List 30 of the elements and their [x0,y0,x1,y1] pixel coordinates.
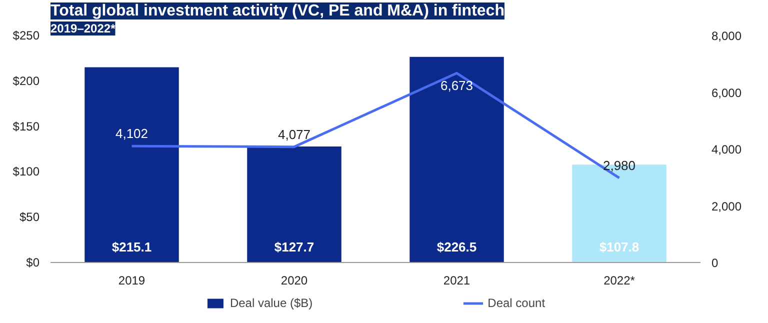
y2-tick-label: 2,000 [712,199,742,214]
data-label: $226.5 [436,240,477,254]
x-tick-label: 2020 [280,274,308,288]
chart-subtitle: 2019–2022* [50,22,116,36]
y2-tick-label: 6,000 [712,86,742,100]
legend-label: Deal count [488,296,546,310]
y2-tick-label: 0 [712,256,718,270]
data-label: $215.1 [112,240,152,254]
bar [84,67,179,262]
legend-label: Deal value ($B) [230,296,313,310]
x-tick-label: 2021 [443,274,470,288]
y-tick-label: $200 [12,74,40,88]
bar [410,56,504,262]
data-label: 4,102 [115,126,148,142]
y-tick-label: $0 [26,256,40,270]
y-tick-label: $100 [12,164,40,179]
data-label: $107.8 [599,240,640,254]
data-label: 2,980 [602,158,636,173]
data-label: 6,673 [440,78,474,94]
y-tick-label: $50 [19,210,40,224]
bar [247,146,342,262]
y2-tick-label: 4,000 [712,142,742,156]
x-tick-label: 2022* [604,274,636,288]
data-label: $127.7 [274,240,314,254]
y-tick-label: $150 [12,119,40,134]
x-tick-label: 2019 [118,274,146,288]
chart-title: Total global investment activity (VC, PE and M&A) in fintech [50,2,504,20]
y2-tick-label: 8,000 [712,29,742,43]
data-label: 4,077 [278,126,311,142]
y-tick-label: $250 [12,28,40,42]
